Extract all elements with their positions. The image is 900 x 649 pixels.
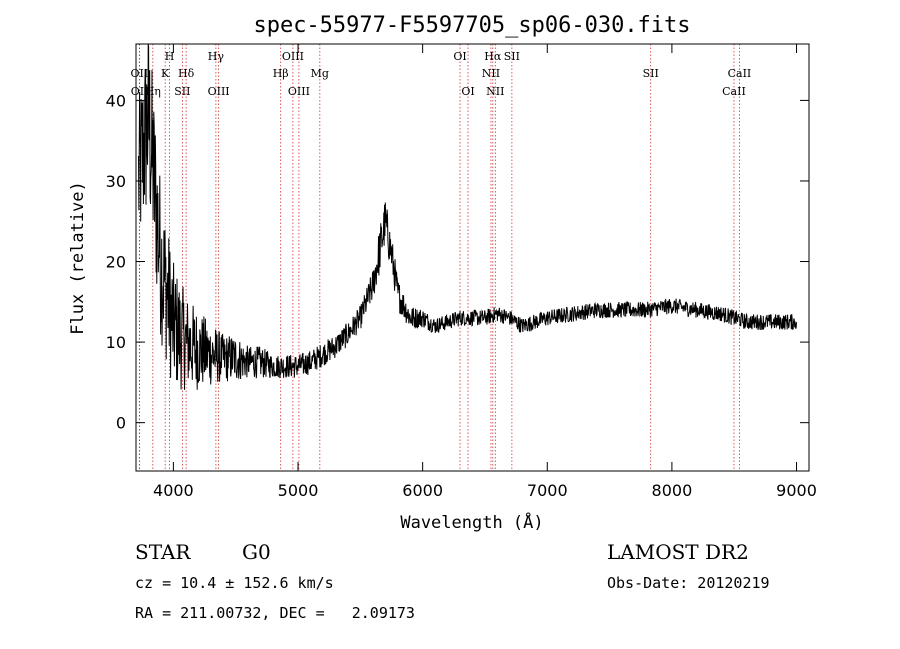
- spectral-line-label: Hα: [484, 50, 502, 63]
- spectral-line-label: K: [161, 67, 170, 80]
- spectral-line-label: CaII: [728, 67, 752, 80]
- spectral-line-label: OI: [453, 50, 466, 63]
- y-tick-label: 10: [106, 333, 126, 352]
- spectral-line-label: OIII: [288, 85, 310, 98]
- obs-date: Obs-Date: 20120219: [607, 574, 770, 592]
- spectral-line-label: SII: [643, 67, 659, 80]
- coordinates: RA = 211.00732, DEC = 2.09173: [135, 604, 415, 622]
- spectral-line-label: Hβ: [273, 67, 289, 80]
- y-axis-ticks: 0 10 20 30 40: [106, 91, 809, 433]
- spectral-line-label: OII: [131, 67, 149, 80]
- survey-name: LAMOST DR2: [607, 540, 749, 564]
- spectral-line-label: OIII: [208, 85, 230, 98]
- x-axis-label: Wavelength (Å): [400, 511, 543, 533]
- spectral-line-label: CaII: [722, 85, 746, 98]
- x-tick-label: 4000: [153, 481, 194, 500]
- spectral-line-label: Hδ: [178, 67, 195, 80]
- x-tick-label: 9000: [776, 481, 817, 500]
- spectral-line-label: SII: [174, 85, 190, 98]
- redshift-cz: cz = 10.4 ± 152.6 km/s: [135, 574, 334, 592]
- chart-title: spec-55977-F5597705_sp06-030.fits: [253, 13, 690, 38]
- spectral-line-markers: [138, 44, 740, 471]
- spectral-line-label: NII: [486, 85, 504, 98]
- spectral-line-label: OIII: [282, 50, 304, 63]
- y-tick-label: 20: [106, 253, 126, 272]
- object-subclass: G0: [242, 540, 271, 564]
- object-class: STAR: [135, 540, 191, 564]
- x-tick-label: 5000: [278, 481, 319, 500]
- y-tick-label: 30: [106, 172, 126, 191]
- spectral-line-label: OII: [131, 85, 149, 98]
- x-tick-label: 6000: [402, 481, 443, 500]
- spectral-line-labels: OIIOIIHηKHHδSIIHγOIIIHβOIIIOIIIMgOIOIHαN…: [131, 50, 752, 98]
- spectrum-line: [138, 43, 797, 390]
- spectral-line-label: OI: [461, 85, 474, 98]
- x-axis-ticks: 4000 5000 6000 7000 8000 9000: [153, 44, 817, 500]
- y-tick-label: 0: [116, 414, 126, 433]
- spectral-line-label: SII: [504, 50, 520, 63]
- spectral-line-label: NII: [482, 67, 500, 80]
- spectral-line-label: Mg: [311, 67, 329, 80]
- x-tick-label: 7000: [527, 481, 568, 500]
- plot-frame: [135, 43, 810, 472]
- y-axis-label: Flux (relative): [68, 181, 88, 335]
- x-tick-label: 8000: [652, 481, 693, 500]
- spectral-line-label: H: [165, 50, 175, 63]
- y-tick-label: 40: [106, 91, 126, 110]
- spectral-line-label: Hγ: [208, 50, 225, 63]
